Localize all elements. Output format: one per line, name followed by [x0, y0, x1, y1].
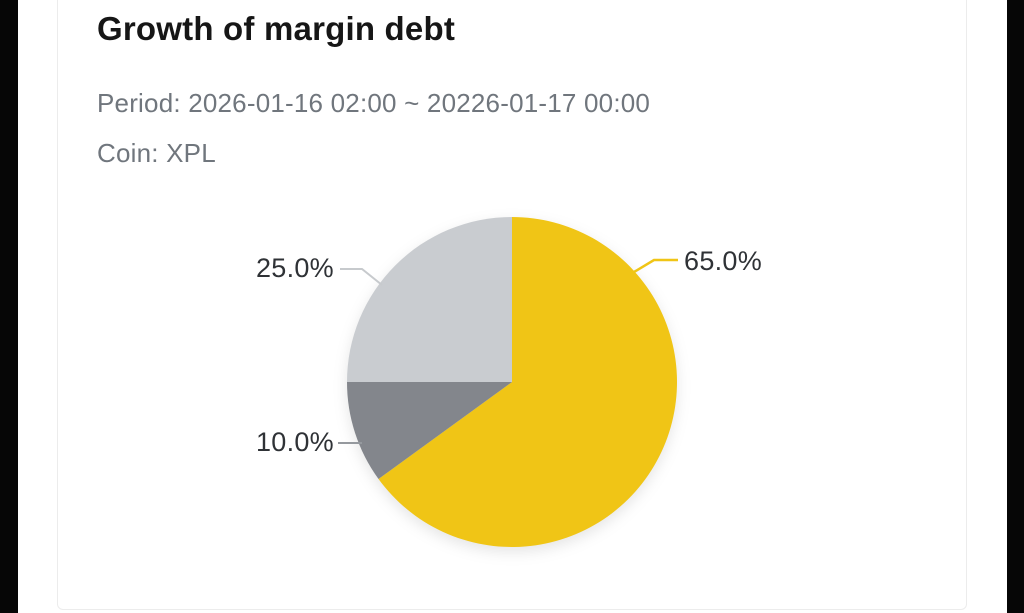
pie-label-65: 65.0% — [684, 246, 763, 276]
pie-slice-65-0pct — [378, 217, 677, 547]
pie-slice-10-0pct — [347, 382, 512, 479]
page-title: Growth of margin debt — [97, 10, 456, 47]
pie-chart-svg — [347, 217, 677, 547]
pie-slice-25-0pct — [347, 217, 512, 382]
pie-chart — [347, 217, 677, 547]
coin-text: Coin: XPL — [97, 138, 216, 168]
pie-label-25: 25.0% — [255, 253, 334, 283]
period-text: Period: 2026-01-16 02:00 ~ 20226-01-17 0… — [97, 88, 651, 118]
left-edge-bar — [0, 0, 18, 613]
right-edge-bar — [1007, 0, 1024, 613]
pie-label-10: 10.0% — [255, 427, 334, 457]
